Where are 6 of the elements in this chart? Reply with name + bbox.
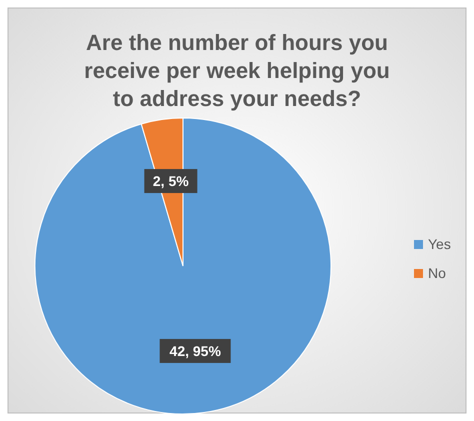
chart-title: Are the number of hours you receive per week helping you to address your needs? (84, 30, 390, 111)
data-label: 42, 95% (170, 342, 222, 359)
pie-slice (34, 118, 332, 414)
legend-label: No (428, 265, 446, 281)
slice-label: Yes (428, 236, 451, 252)
data-label: 2, 5% (152, 173, 190, 190)
